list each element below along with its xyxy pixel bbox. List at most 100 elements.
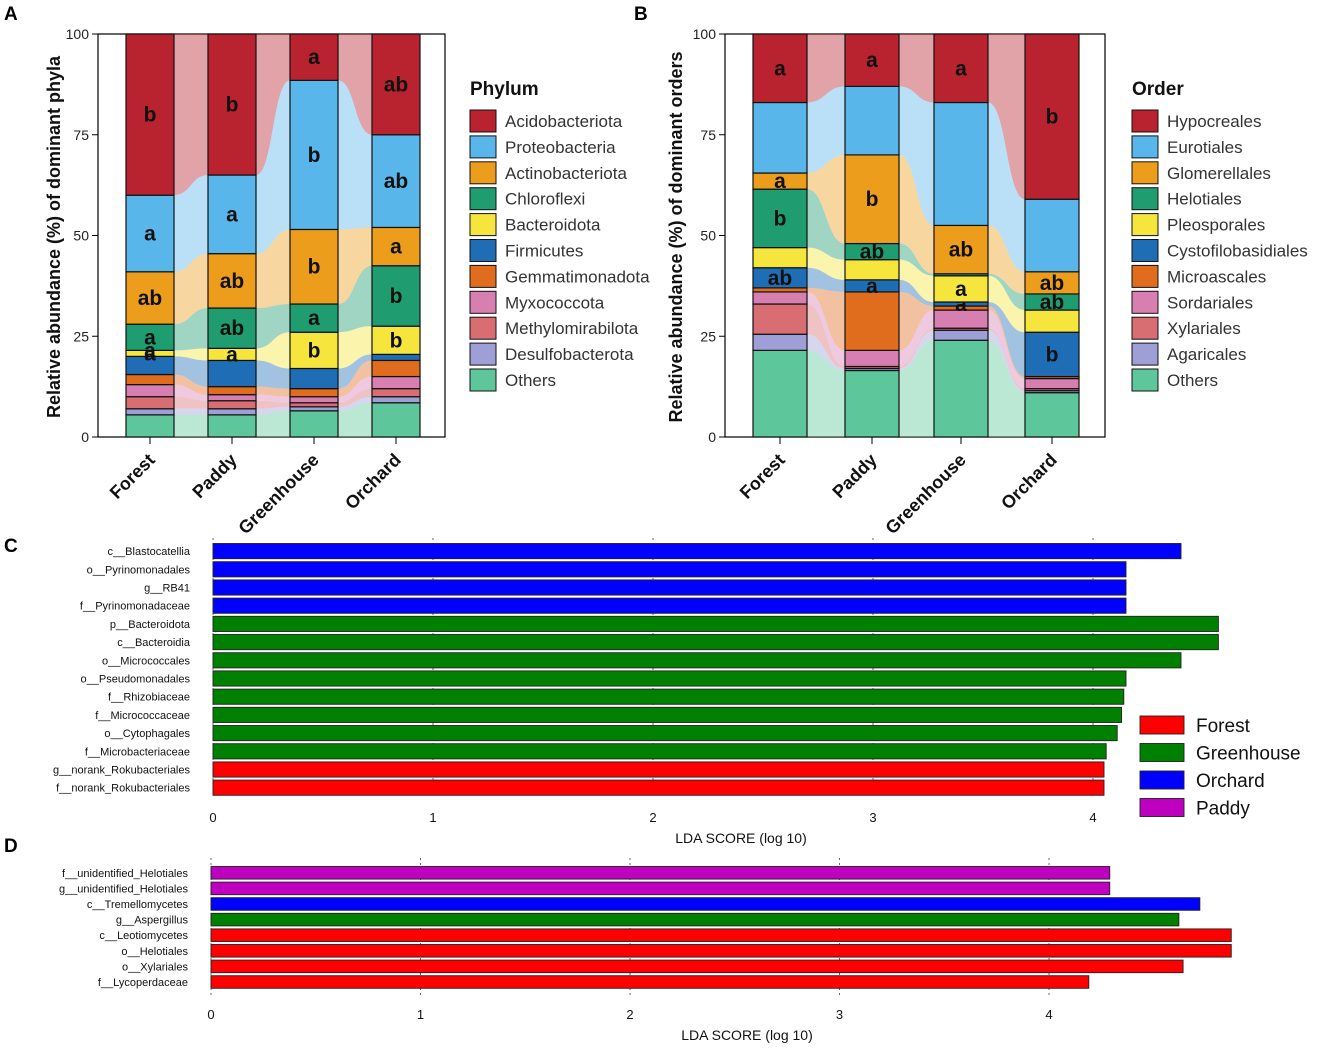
panel-c-taxon-label-f-pyrinomonadaceae: f__Pyrinomonadaceae — [80, 601, 190, 613]
panel-a-legend-label-firmicutes: Firmicutes — [505, 242, 583, 261]
panel-a-sig-paddy-proteobacteria: a — [226, 203, 238, 226]
panel-a-ribbon-bacteroidota-2 — [338, 326, 372, 369]
panel-a-bar-paddy-acidobacteriota — [207, 33, 257, 176]
panel-c-taxon-label-f-microbacteriaceae: f__Microbacteriaceae — [85, 746, 190, 758]
panel-b-ribbon-xylariales-1 — [899, 328, 934, 369]
panel-b-sig-paddy-hypocreales: a — [866, 49, 878, 72]
panel-a-sig-paddy-chloroflexi: ab — [220, 317, 245, 340]
panel-d-bar-o-xylariales — [210, 959, 1184, 974]
panel-c-xtick-label-1: 1 — [429, 810, 436, 825]
panel-a-bar-paddy-firmicutes — [207, 359, 257, 388]
panel-a-ribbon-desulfobacterota-2 — [338, 396, 372, 411]
panel-a-bar-greenhouse-firmicutes — [289, 367, 339, 390]
panel-c-legend-label-orchard: Orchard — [1196, 771, 1265, 792]
panel-c-taxon-label-c-blastocatellia: c__Blastocatellia — [107, 546, 190, 558]
panel-b-ribbon-cystofilobasidiales-0 — [807, 267, 845, 292]
panel-c-xtick-label-2: 2 — [649, 810, 656, 825]
panel-a-stacked-chart: aaababaabababbabbabbaababa0255075100Fore… — [66, 26, 650, 538]
panel-b-ytick-label-75: 75 — [700, 127, 716, 143]
panel-a-bar-paddy-chloroflexi — [207, 307, 257, 349]
panel-b-bar-orchard-cystofilobasidiales — [1024, 331, 1080, 378]
panel-b-sig-orchard-helotiales: ab — [1040, 291, 1065, 314]
panel-a-ribbon-acidobacteriota-0 — [174, 34, 208, 196]
panel-a-category-label-paddy: Paddy — [188, 450, 240, 502]
panel-c-xtick-label-4: 4 — [1089, 810, 1096, 825]
panel-b-legend-label-sordariales: Sordariales — [1167, 293, 1253, 312]
panel-a-sig-greenhouse-bacteroidota: b — [308, 339, 321, 362]
panel-c-taxon-label-f-micrococcaceae: f__Micrococcaceae — [95, 710, 190, 722]
panel-a-ribbon-others-0 — [174, 414, 208, 437]
panel-b-legend-label-eurotiales: Eurotiales — [1167, 138, 1243, 157]
panel-a-ribbon-firmicutes-1 — [256, 360, 290, 389]
panel-b-ribbon-sordariales-0 — [807, 291, 845, 367]
panel-a-legend-swatch-methylomirabilota — [469, 316, 497, 340]
panel-a-bar-orchard-actinobacteriota — [371, 226, 421, 267]
panel-b-legend-label-agaricales: Agaricales — [1167, 345, 1246, 364]
panel-b-legend-label-cystofilobasidiales: Cystofilobasidiales — [1167, 242, 1308, 261]
panel-a-category-label-greenhouse: Greenhouse — [234, 450, 322, 538]
panel-a-sig-greenhouse-proteobacteria: b — [308, 144, 321, 167]
panel-d-taxon-label-o-xylariales: o__Xylariales — [122, 961, 189, 973]
panel-b-category-label-greenhouse: Greenhouse — [881, 450, 969, 538]
panel-b-ribbon-helotiales-1 — [899, 243, 934, 276]
panel-a-bar-forest-gemmatimonadota — [125, 373, 175, 386]
panel-c-taxon-label-o-pseudomonadales: o__Pseudomonadales — [81, 674, 191, 686]
panel-a-legend-swatch-actinobacteriota — [469, 161, 497, 185]
panel-a-ytick-label-100: 100 — [66, 26, 90, 42]
panel-a-ribbon-methylomirabilota-2 — [338, 388, 372, 407]
panel-b-ribbon-glomerellales-2 — [988, 225, 1025, 294]
panel-a-bar-forest-methylomirabilota — [125, 396, 175, 410]
panel-a-legend-swatch-gemmatimonadota — [469, 264, 497, 288]
panel-b-ytick-label-0: 0 — [708, 429, 716, 445]
panel-a-ribbon-actinobacteriota-0 — [174, 253, 208, 325]
panel-d-xtick-label-2: 2 — [626, 1007, 633, 1022]
panel-a-ribbon-bacteroidota-1 — [256, 332, 290, 369]
panel-d-xtick-label-4: 4 — [1045, 1007, 1052, 1022]
panel-a-sig-orchard-acidobacteriota: ab — [384, 73, 409, 96]
panel-c-bar-o-pseudomonadales — [212, 670, 1127, 687]
panel-d-taxon-label-f-lycoperdaceae: f__Lycoperdaceae — [98, 977, 188, 989]
panel-a-bar-forest-desulfobacterota — [125, 408, 175, 416]
panel-b-sig-forest-hypocreales: a — [774, 57, 786, 80]
panel-b-bar-forest-others — [752, 349, 808, 438]
panel-b-bar-paddy-sordariales — [844, 349, 900, 368]
panel-b-ytick-label-25: 25 — [700, 328, 716, 344]
panel-b-bar-forest-hypocreales — [752, 33, 808, 104]
panel-d-xtick-label-0: 0 — [207, 1007, 214, 1022]
panel-b-legend-swatch-cystofilobasidiales — [1131, 239, 1159, 262]
panel-c-x-axis-label: LDA SCORE (log 10) — [675, 830, 807, 846]
panel-b-ribbon-microascales-1 — [899, 291, 934, 351]
panel-a-bar-paddy-proteobacteria — [207, 174, 257, 255]
panel-b-ribbon-others-2 — [988, 340, 1025, 437]
panel-b-sig-forest-glomerellales: a — [774, 170, 786, 193]
panel-c-bar-p-bacteroidota — [212, 615, 1219, 632]
panel-b-ribbon-pleosporales-1 — [899, 259, 934, 302]
panel-d-bar-g-aspergillus — [210, 912, 1180, 927]
panel-a-bar-orchard-desulfobacterota — [371, 396, 421, 404]
panel-a-bar-forest-others — [125, 414, 175, 438]
panel-a-legend-title: Phylum — [470, 79, 539, 100]
panel-c-taxon-label-f-rhizobiaceae: f__Rhizobiaceae — [108, 692, 190, 704]
panel-b-y-axis-label: Relative abundance (%) of dominant order… — [666, 51, 686, 422]
panel-b-bar-greenhouse-agaricales — [933, 329, 989, 341]
panel-a-bar-forest-proteobacteria — [125, 194, 175, 273]
panel-b-ribbon-microascales-0 — [807, 287, 845, 351]
panel-b-category-label-paddy: Paddy — [828, 450, 880, 502]
panel-a-bar-greenhouse-acidobacteriota — [289, 33, 339, 81]
panel-d-taxon-label-g-aspergillus: g__Aspergillus — [116, 915, 189, 927]
panel-b-bar-forest-sordariales — [752, 291, 808, 305]
panel-d-lda-chart: 0 1 2 3 4 f__unidentified_Helotiales g__uniden… — [59, 858, 1232, 1022]
panel-b-bar-greenhouse-pleosporales — [933, 275, 989, 303]
panel-a-legend-label-proteobacteria: Proteobacteria — [505, 138, 616, 157]
panel-b-legend-swatch-eurotiales — [1131, 135, 1159, 159]
panel-b-bar-forest-pleosporales — [752, 246, 808, 269]
panel-a-sig-forest-chloroflexi: a — [144, 326, 156, 349]
panel-a-bar-greenhouse-methylomirabilota — [289, 402, 339, 408]
panel-c-legend-swatch-greenhouse — [1139, 743, 1185, 762]
panel-b-ribbon-others-0 — [807, 350, 845, 437]
panel-a-ribbon-chloroflexi-2 — [338, 265, 372, 333]
panel-label-b: B — [634, 4, 648, 25]
panel-a-legend-label-methylomirabilota: Methylomirabilota — [505, 319, 639, 338]
panel-a-sig-paddy-bacteroidota: a — [226, 343, 238, 366]
panel-a-ytick-label-75: 75 — [73, 127, 89, 143]
